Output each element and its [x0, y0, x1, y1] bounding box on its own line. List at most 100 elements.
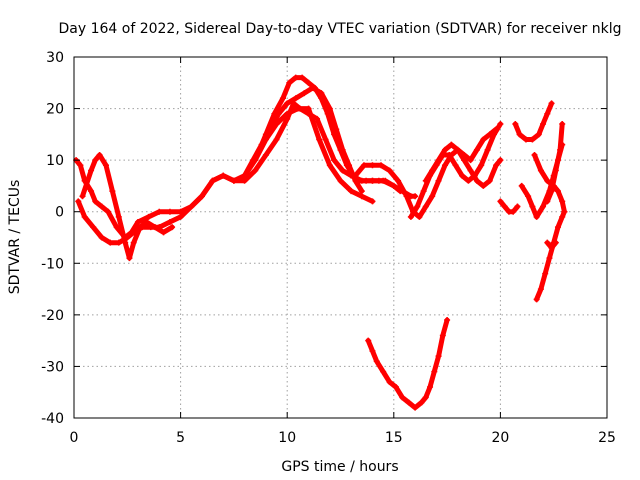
data-point [107, 239, 114, 246]
data-point [309, 84, 316, 91]
data-point [480, 182, 487, 189]
chart-title: Day 164 of 2022, Sidereal Day-to-day VTE… [59, 21, 622, 37]
data-point [533, 296, 540, 303]
data-point [316, 136, 323, 143]
data-point [115, 239, 122, 246]
data-point [429, 167, 436, 174]
data-point [169, 224, 176, 231]
data-point [322, 136, 329, 143]
series-arc-14-markers [544, 121, 566, 205]
data-point [559, 213, 566, 220]
data-point [548, 100, 555, 107]
data-point [337, 177, 344, 184]
data-point [333, 126, 340, 133]
data-point [152, 224, 159, 231]
data-point [529, 136, 536, 143]
data-point [444, 317, 451, 324]
data-point [252, 167, 259, 174]
data-point [299, 74, 306, 81]
x-tick-label: 5 [176, 430, 185, 446]
data-point [518, 182, 525, 189]
data-point [546, 255, 553, 262]
data-point [102, 162, 109, 169]
data-point [145, 213, 152, 220]
data-point [405, 399, 412, 406]
data-series [73, 74, 568, 411]
data-point [422, 394, 429, 401]
data-point [544, 198, 551, 205]
series-arc-8-markers [422, 141, 504, 189]
data-point [90, 224, 97, 231]
data-point [493, 162, 500, 169]
data-point [514, 203, 521, 210]
data-point [126, 255, 133, 262]
x-tick-label: 20 [491, 430, 509, 446]
data-point [559, 198, 566, 205]
data-point [448, 141, 455, 148]
data-point [554, 224, 561, 231]
data-point [286, 79, 293, 86]
data-point [348, 188, 355, 195]
data-point [230, 177, 237, 184]
data-point [512, 121, 519, 128]
data-point [81, 213, 88, 220]
data-point [92, 157, 99, 164]
data-point [525, 193, 532, 200]
data-point [414, 203, 421, 210]
series-arc-11-markers [512, 100, 555, 143]
data-point [552, 167, 559, 174]
data-point [96, 151, 103, 158]
data-point [435, 157, 442, 164]
data-point [412, 404, 419, 411]
data-point [497, 121, 504, 128]
data-point [459, 172, 466, 179]
axis-ticks: 0 5 10 15 20 25 -40 -30 -20 -10 0 10 20 30 [41, 50, 616, 446]
data-point [552, 239, 559, 246]
data-point [209, 177, 216, 184]
data-point [188, 203, 195, 210]
data-point [422, 203, 429, 210]
data-point [501, 203, 508, 210]
data-point [420, 188, 427, 195]
data-point [326, 162, 333, 169]
data-point [358, 193, 365, 200]
data-point [548, 188, 555, 195]
data-point [378, 162, 385, 169]
data-point [542, 270, 549, 277]
y-tick-label: -30 [41, 359, 64, 375]
data-point [416, 213, 423, 220]
data-point [497, 198, 504, 205]
data-point [331, 157, 338, 164]
data-point [360, 162, 367, 169]
data-point [431, 368, 438, 375]
data-point [122, 239, 129, 246]
data-point [473, 146, 480, 153]
y-tick-label: 20 [46, 102, 64, 118]
data-point [561, 208, 568, 215]
data-point [241, 177, 248, 184]
data-point [369, 177, 376, 184]
data-point [418, 399, 425, 406]
x-tick-label: 15 [385, 430, 403, 446]
data-point [346, 162, 353, 169]
data-point [166, 219, 173, 226]
data-point [554, 188, 561, 195]
data-point [369, 347, 376, 354]
data-point [305, 110, 312, 117]
x-tick-label: 25 [598, 430, 616, 446]
data-point [441, 162, 448, 169]
data-point [273, 136, 280, 143]
data-point [339, 146, 346, 153]
data-point [467, 157, 474, 164]
data-point [403, 193, 410, 200]
data-point [454, 146, 461, 153]
data-point [537, 167, 544, 174]
data-point [79, 193, 86, 200]
data-point [258, 141, 265, 148]
data-point [220, 172, 227, 179]
data-point [267, 126, 274, 133]
data-point [113, 224, 120, 231]
data-point [284, 115, 291, 122]
x-tick-label: 10 [278, 430, 296, 446]
data-point [275, 110, 282, 117]
